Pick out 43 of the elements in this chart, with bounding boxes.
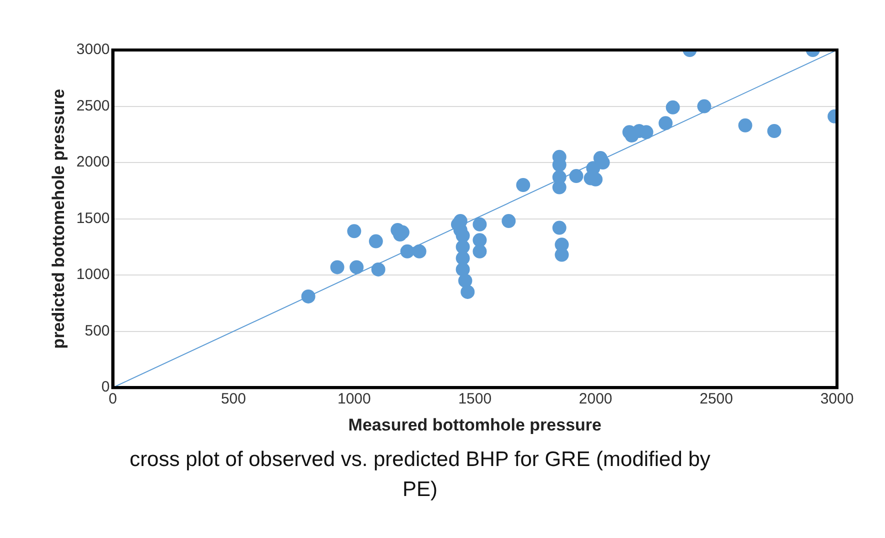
point bbox=[456, 251, 470, 266]
point bbox=[552, 220, 566, 235]
y-tick-label: 500 bbox=[84, 322, 110, 340]
point bbox=[412, 244, 426, 258]
x-tick-label: 1500 bbox=[458, 390, 492, 408]
point bbox=[767, 124, 782, 138]
x-tick-label: 500 bbox=[220, 390, 246, 408]
point bbox=[658, 116, 673, 130]
point bbox=[301, 289, 316, 304]
point bbox=[347, 224, 362, 238]
x-tick-label: 3000 bbox=[820, 390, 854, 408]
y-tick-label: 1000 bbox=[76, 266, 110, 284]
text: cross plot of observed vs. predicted BHP for GRE (modified by PE) bbox=[128, 447, 712, 503]
x-tick-label: 1000 bbox=[337, 390, 371, 408]
y-tick-label: 1500 bbox=[76, 210, 110, 227]
y-tick-label: 3000 bbox=[76, 41, 110, 58]
point bbox=[371, 262, 386, 276]
point bbox=[569, 169, 584, 184]
point bbox=[516, 178, 530, 192]
point bbox=[368, 234, 383, 248]
point bbox=[697, 99, 712, 114]
point bbox=[552, 180, 566, 194]
y-tick-label: 2500 bbox=[76, 97, 110, 114]
point bbox=[472, 244, 487, 258]
x-tick-label: 2500 bbox=[700, 390, 733, 408]
point bbox=[666, 100, 680, 114]
point bbox=[458, 274, 472, 288]
y-tick-label: 2000 bbox=[76, 154, 110, 171]
point bbox=[554, 248, 569, 262]
point bbox=[330, 260, 344, 274]
x-tick-label: 2000 bbox=[578, 390, 612, 408]
point bbox=[472, 217, 487, 232]
point bbox=[460, 284, 475, 299]
point bbox=[502, 214, 516, 228]
point bbox=[400, 244, 414, 258]
y-tick-label: 0 bbox=[101, 378, 110, 396]
point bbox=[472, 233, 487, 248]
point bbox=[350, 260, 364, 274]
point bbox=[738, 118, 752, 132]
point bbox=[456, 262, 470, 276]
x-axis-title: Measured bottomhole pressure bbox=[348, 415, 602, 434]
point bbox=[456, 228, 470, 243]
y-axis-title: predicted bottomehole pressure bbox=[48, 88, 68, 349]
